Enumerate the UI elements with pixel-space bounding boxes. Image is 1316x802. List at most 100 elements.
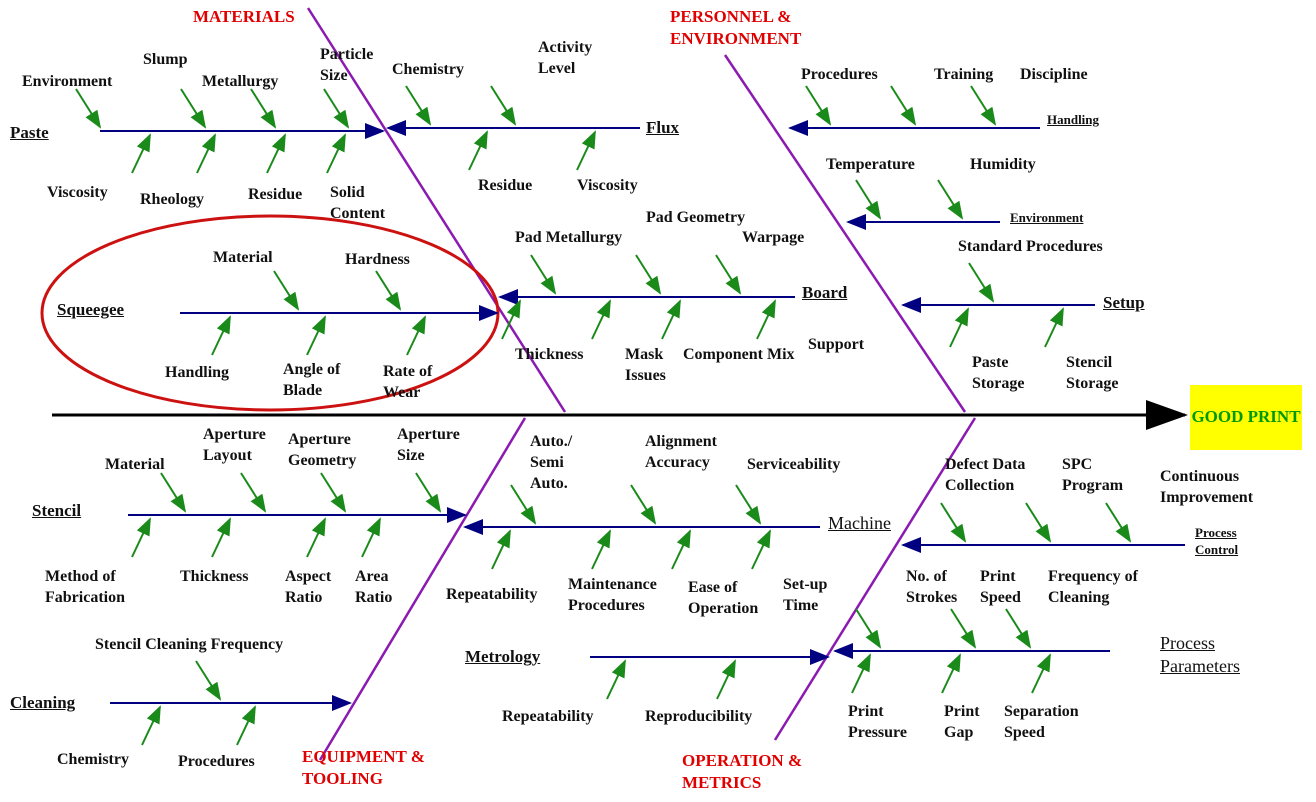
cause-label: Print Speed bbox=[980, 568, 1021, 606]
cause-label: Paste Storage bbox=[972, 354, 1025, 392]
effect-box: GOOD PRINT bbox=[1190, 385, 1302, 450]
cause-label: Procedures bbox=[801, 66, 878, 83]
cause-arrow bbox=[320, 472, 347, 513]
cause-arrow bbox=[240, 472, 267, 513]
cause-label: Material bbox=[213, 249, 273, 266]
rib bbox=[318, 417, 527, 761]
cause-label: Separation Speed bbox=[1004, 703, 1079, 741]
cause-label: Hardness bbox=[345, 251, 410, 268]
cause-arrow bbox=[131, 133, 151, 174]
cause-label: Metallurgy bbox=[202, 73, 279, 90]
cause-arrow bbox=[406, 315, 426, 356]
cause-label: Residue bbox=[478, 177, 533, 194]
cause-arrow bbox=[890, 85, 917, 126]
cause-label: Support bbox=[808, 336, 865, 353]
branch-label: Board bbox=[802, 283, 848, 302]
cause-arrow bbox=[591, 299, 611, 340]
cause-arrow bbox=[949, 307, 969, 348]
category-label: PERSONNEL & ENVIRONMENT bbox=[670, 7, 802, 49]
cause-label: Repeatability bbox=[446, 586, 538, 603]
cause-arrow bbox=[160, 472, 187, 513]
cause-label: Environment bbox=[22, 73, 113, 90]
cause-label: Solid Content bbox=[330, 184, 386, 222]
cause-arrow bbox=[940, 502, 967, 543]
cause-label: Alignment Accuracy bbox=[645, 433, 717, 471]
branch-label: Cleaning bbox=[10, 693, 76, 712]
cause-arrow bbox=[1031, 653, 1051, 694]
rib bbox=[773, 417, 977, 741]
cause-arrow bbox=[530, 254, 557, 295]
cause-arrow bbox=[141, 705, 161, 746]
branch-label: Paste bbox=[10, 123, 49, 142]
cause-arrow bbox=[323, 88, 350, 129]
cause-label: Viscosity bbox=[47, 184, 108, 201]
cause-label: SPC Program bbox=[1062, 456, 1124, 494]
cause-label: Training bbox=[934, 66, 994, 83]
cause-arrow bbox=[1005, 608, 1032, 649]
cause-label: Temperature bbox=[826, 156, 915, 173]
cause-label: Thickness bbox=[515, 346, 584, 363]
cause-label: Ease of Operation bbox=[688, 579, 759, 617]
branch-label: Machine bbox=[828, 513, 891, 533]
cause-arrow bbox=[715, 254, 742, 295]
cause-arrow bbox=[75, 88, 102, 129]
cause-label: Aperture Layout bbox=[203, 426, 266, 464]
cause-label: Defect Data Collection bbox=[945, 456, 1026, 494]
cause-arrow bbox=[855, 608, 882, 649]
cause-arrow bbox=[131, 517, 151, 558]
cause-arrow bbox=[805, 85, 832, 126]
cause-arrow bbox=[491, 529, 511, 570]
cause-arrow bbox=[950, 608, 977, 649]
category-label: OPERATION & METRICS bbox=[682, 751, 803, 793]
cause-arrow bbox=[661, 299, 681, 340]
cause-label: Handling bbox=[165, 364, 230, 381]
category-label: EQUIPMENT & TOOLING bbox=[302, 747, 425, 789]
cause-arrow bbox=[941, 653, 961, 694]
cause-label: Procedures bbox=[178, 753, 255, 770]
cause-label: Pad Metallurgy bbox=[515, 229, 623, 246]
cause-label: Material bbox=[105, 456, 165, 473]
cause-arrow bbox=[968, 262, 995, 303]
cause-arrow bbox=[266, 133, 286, 174]
cause-arrow bbox=[326, 133, 346, 174]
cause-arrow bbox=[751, 529, 771, 570]
cause-label: Warpage bbox=[742, 229, 805, 246]
cause-arrow bbox=[306, 315, 326, 356]
cause-arrow bbox=[490, 85, 517, 126]
cause-arrow bbox=[970, 85, 997, 126]
rib bbox=[306, 7, 567, 413]
cause-label: Chemistry bbox=[392, 61, 464, 78]
cause-arrow bbox=[937, 179, 964, 220]
cause-arrow bbox=[236, 705, 256, 746]
cause-label: Serviceability bbox=[747, 456, 841, 473]
cause-arrow bbox=[468, 130, 488, 171]
cause-arrow bbox=[501, 299, 521, 340]
cause-label: Reproducibility bbox=[645, 708, 753, 725]
cause-arrow bbox=[306, 517, 326, 558]
cause-label: Continuous Improvement bbox=[1160, 468, 1254, 506]
cause-label: Thickness bbox=[180, 568, 249, 585]
cause-label: Aspect Ratio bbox=[285, 568, 332, 606]
cause-label: Rheology bbox=[140, 191, 204, 208]
branch-label: Process Control bbox=[1195, 525, 1239, 557]
cause-label: Rate of Wear bbox=[383, 363, 433, 401]
branch-label: Squeegee bbox=[57, 300, 125, 319]
cause-arrow bbox=[671, 529, 691, 570]
cause-label: Frequency of Cleaning bbox=[1048, 568, 1138, 606]
cause-arrow bbox=[361, 517, 381, 558]
cause-label: Viscosity bbox=[577, 177, 638, 194]
cause-arrow bbox=[196, 133, 216, 174]
cause-label: Residue bbox=[248, 186, 303, 203]
cause-arrow bbox=[735, 484, 762, 525]
branch-label: Flux bbox=[646, 118, 680, 137]
cause-label: Stencil Cleaning Frequency bbox=[95, 636, 284, 653]
cause-arrow bbox=[211, 517, 231, 558]
cause-arrow bbox=[195, 660, 222, 701]
cause-label: Pad Geometry bbox=[646, 209, 746, 226]
cause-arrow bbox=[375, 270, 402, 311]
cause-label: Aperture Geometry bbox=[288, 431, 357, 469]
cause-arrow bbox=[510, 484, 537, 525]
cause-label: Activity Level bbox=[538, 39, 593, 77]
cause-arrow bbox=[250, 88, 277, 129]
cause-label: Print Pressure bbox=[848, 703, 907, 741]
